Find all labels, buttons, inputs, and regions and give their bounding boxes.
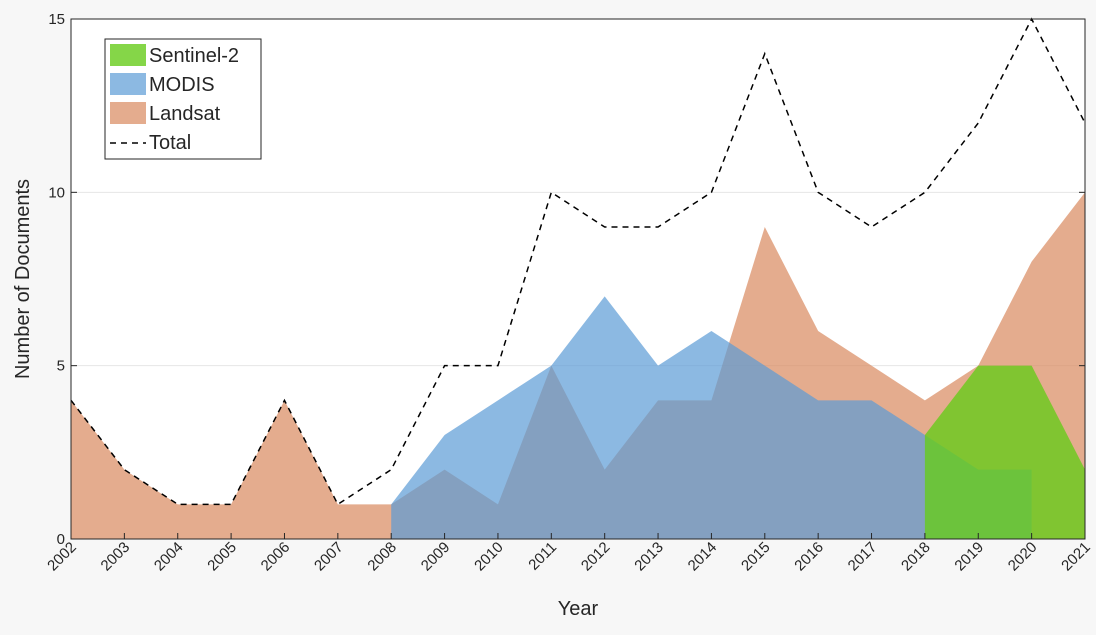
legend: Sentinel-2 MODIS Landsat Total [104, 38, 262, 160]
y-axis-title: Number of Documents [12, 179, 34, 379]
y-tick-label: 5 [57, 358, 65, 375]
x-tick-label: 2014 [685, 539, 721, 575]
y-tick-label: 15 [48, 11, 65, 28]
legend-label-modis: MODIS [149, 74, 215, 96]
legend-swatch-sentinel-2 [110, 44, 146, 66]
legend-label-landsat: Landsat [149, 103, 221, 125]
area-sentinel-2 [924, 365, 1085, 539]
line-total [70, 17, 1086, 506]
x-tick-label: 2004 [151, 539, 187, 575]
legend-label-total: Total [149, 132, 191, 154]
x-axis-title: Year [558, 598, 599, 620]
x-tick-label: 2019 [951, 539, 987, 575]
plot-frame [70, 18, 1086, 540]
x-tick-label: 2008 [364, 539, 400, 575]
x-tick-label: 2010 [471, 539, 507, 575]
x-tick-label: 2007 [311, 539, 347, 575]
x-tick-label: 2002 [44, 539, 80, 575]
y-tick-label: 0 [57, 531, 65, 548]
x-tick-label: 2020 [1005, 539, 1041, 575]
x-tick-label: 2018 [898, 539, 934, 575]
x-tick-label: 2012 [578, 539, 614, 575]
y-tick-label: 10 [48, 184, 65, 201]
legend-swatch-landsat [110, 102, 146, 124]
x-tick-label: 2006 [258, 539, 294, 575]
x-tick-label: 2011 [525, 539, 560, 574]
x-tick-label: 2016 [791, 539, 827, 575]
legend-swatch-modis [110, 73, 146, 95]
x-tick-label: 2015 [738, 539, 774, 575]
legend-label-sentinel-2: Sentinel-2 [149, 45, 239, 67]
area-modis [391, 296, 1032, 539]
x-tick-label: 2009 [418, 539, 454, 575]
x-tick-label: 2013 [631, 539, 667, 575]
x-tick-label: 2005 [204, 539, 240, 575]
x-tick-label: 2017 [845, 539, 881, 575]
x-tick-label: 2003 [98, 539, 134, 575]
x-tick-label: 2021 [1058, 539, 1094, 575]
